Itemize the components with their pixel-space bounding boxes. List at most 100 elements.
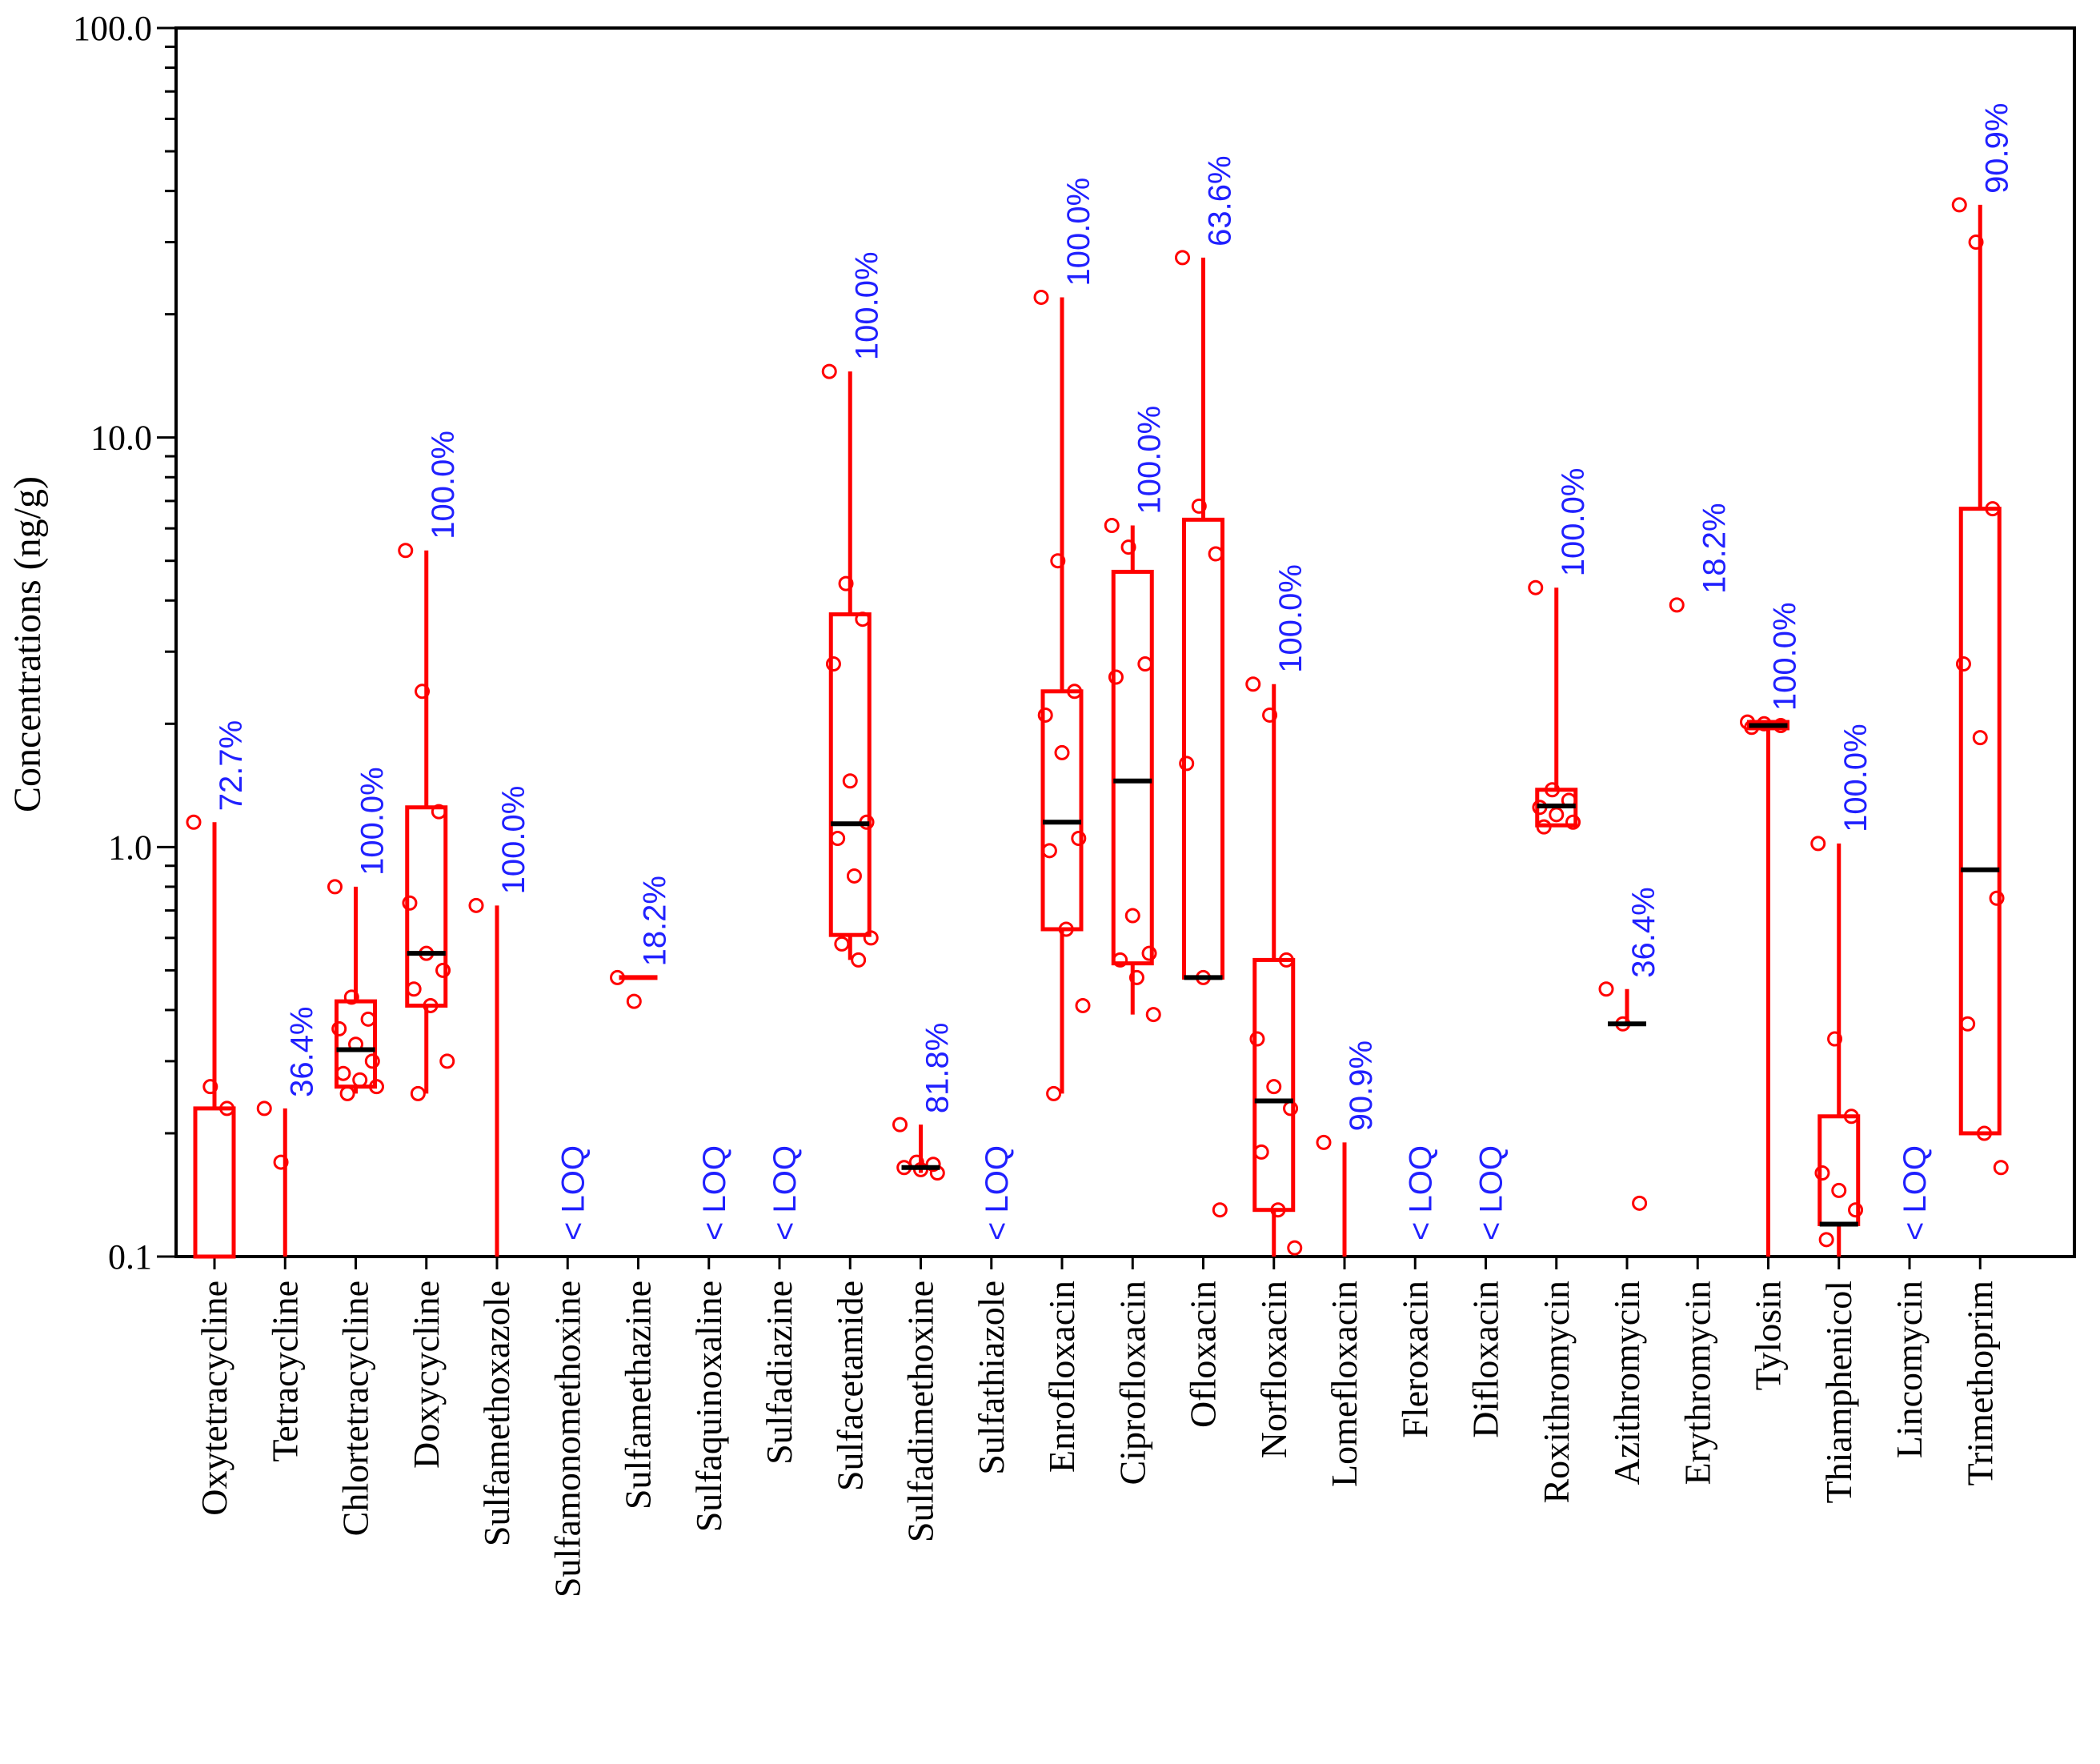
data-point — [851, 952, 867, 968]
detection-label: 100.0% — [426, 431, 461, 539]
y-tick-label: 100.0 — [73, 9, 152, 48]
detection-label: 100.0% — [1273, 564, 1308, 673]
data-point — [1191, 498, 1207, 514]
data-point — [1951, 197, 1967, 213]
data-point — [1266, 1079, 1282, 1095]
detection-label: 81.8% — [920, 1023, 956, 1113]
category-label: Sulfamethoxazole — [476, 1281, 517, 1546]
data-point — [1124, 908, 1140, 924]
detection-label: 100.0% — [1838, 724, 1874, 832]
data-point — [1993, 1160, 2009, 1176]
detection-label: 100.0% — [1556, 468, 1591, 577]
data-point — [1598, 981, 1614, 997]
detection-label: < LOQ — [555, 1145, 591, 1241]
data-point — [1545, 782, 1561, 798]
data-point — [360, 1011, 376, 1027]
data-point — [1067, 684, 1083, 700]
data-point — [830, 830, 846, 846]
data-point — [1071, 830, 1087, 846]
data-point — [1989, 890, 2005, 906]
data-point — [1108, 669, 1124, 685]
data-point — [1128, 969, 1144, 985]
data-point — [415, 684, 431, 700]
data-point — [352, 1072, 368, 1088]
detection-label: 90.9% — [1344, 1040, 1379, 1131]
data-point — [1253, 1144, 1269, 1160]
category-label: Sulfamonomethoxine — [547, 1281, 587, 1598]
data-point — [1120, 539, 1136, 555]
box — [1182, 517, 1224, 980]
data-point — [256, 1100, 272, 1117]
box — [1040, 689, 1084, 932]
detection-label: < LOQ — [767, 1145, 803, 1241]
data-point — [186, 814, 202, 830]
data-point — [402, 895, 418, 911]
category-label: Tylosin — [1748, 1281, 1789, 1390]
y-tick-label: 10.0 — [90, 419, 152, 458]
data-point — [1175, 250, 1190, 266]
data-point — [1050, 553, 1066, 569]
data-point — [1528, 579, 1544, 595]
data-point — [925, 1157, 941, 1173]
data-point — [1262, 707, 1278, 723]
data-point — [369, 1079, 384, 1095]
detection-label: 18.2% — [1697, 503, 1732, 593]
data-point — [364, 1053, 380, 1069]
data-point — [1955, 656, 1971, 672]
data-point — [1145, 1007, 1161, 1023]
category-label: Oxytetracycline — [194, 1281, 234, 1516]
category-label: Doxycycline — [406, 1281, 447, 1469]
data-point — [846, 868, 862, 884]
data-point — [202, 1079, 218, 1095]
category-label: Sulfacetamide — [829, 1281, 870, 1491]
box — [405, 805, 448, 1008]
data-point — [1104, 518, 1120, 534]
box — [1252, 957, 1296, 1213]
y-axis-label: Concentrations (ng/g) — [6, 476, 49, 812]
data-point — [825, 656, 841, 672]
data-point — [1536, 819, 1552, 835]
data-point — [468, 897, 484, 913]
data-point — [1041, 843, 1057, 859]
detection-label: 36.4% — [284, 1006, 319, 1096]
category-label: Chlortetracycline — [335, 1281, 376, 1536]
box — [1958, 507, 2002, 1136]
data-point — [423, 997, 439, 1013]
category-label: Sulfadiazine — [759, 1281, 800, 1465]
detection-label: < LOQ — [1898, 1145, 1933, 1241]
data-point — [219, 1100, 235, 1117]
data-point — [1212, 1202, 1228, 1218]
data-point — [1112, 952, 1128, 968]
category-label: Azithromycin — [1606, 1281, 1647, 1485]
data-point — [1968, 235, 1984, 251]
category-label: Erythromycin — [1677, 1281, 1717, 1485]
data-point — [331, 1020, 347, 1036]
data-point — [1058, 921, 1074, 937]
data-point — [439, 1053, 455, 1069]
data-point — [834, 936, 850, 952]
data-point — [1245, 676, 1261, 692]
data-point — [1270, 1202, 1286, 1218]
data-point — [855, 611, 871, 627]
category-label: Fleroxacin — [1394, 1281, 1435, 1438]
detection-label: 100.0% — [1061, 178, 1096, 287]
plot-area: 0.1 1.0 10.0 100.0 Oxytetracycline 72.7% Tetra… — [73, 9, 2076, 1598]
box — [1817, 1114, 1861, 1226]
category-label: Sulfathiazole — [971, 1281, 1012, 1475]
data-point — [335, 1065, 351, 1081]
data-point — [1848, 1202, 1864, 1218]
category-label: Trimethoprim — [1959, 1281, 2000, 1486]
data-point — [343, 989, 359, 1005]
detection-label: 72.7% — [214, 720, 249, 811]
detection-label: < LOQ — [980, 1145, 1015, 1241]
category-label: Tetracycline — [264, 1281, 305, 1462]
data-point — [1316, 1134, 1332, 1150]
category-label: Enrofloxacin — [1041, 1281, 1082, 1473]
data-point — [863, 930, 879, 946]
data-point — [1831, 1182, 1847, 1198]
category-label: Thiamphenicol — [1818, 1281, 1859, 1503]
detection-label: < LOQ — [697, 1145, 732, 1241]
data-point — [1985, 501, 2001, 517]
data-point — [327, 879, 343, 895]
